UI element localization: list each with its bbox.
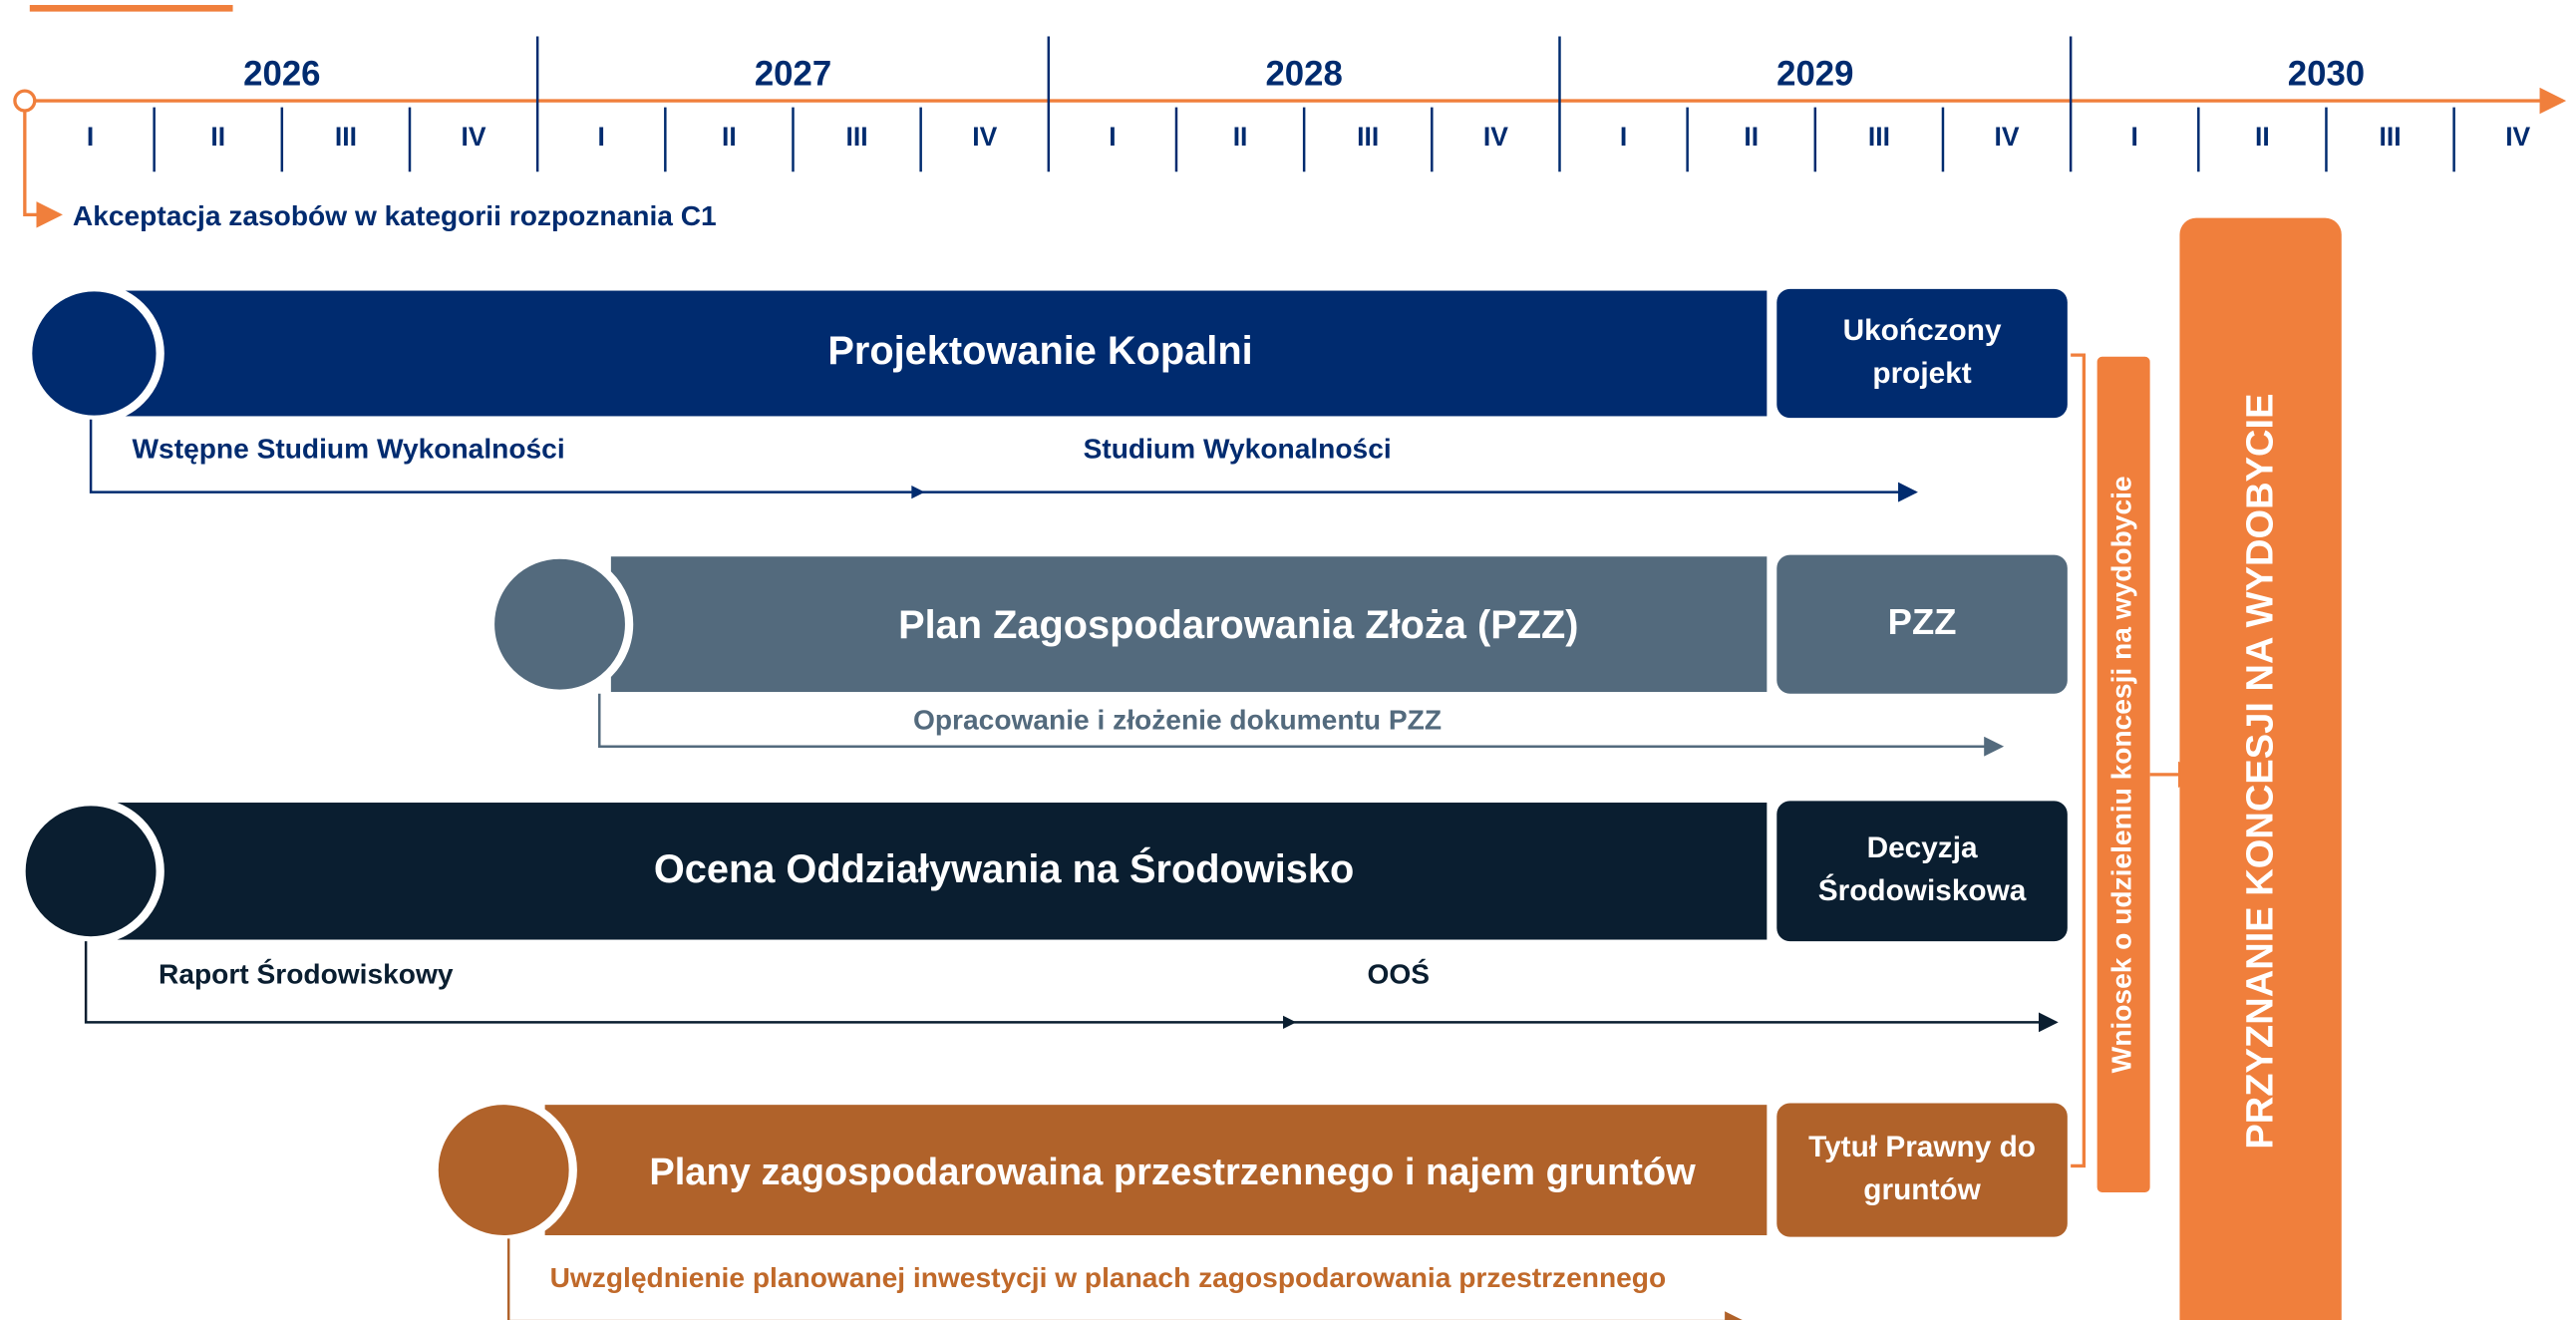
quarter-label: IV [1483, 122, 1508, 152]
year-label: 2026 [243, 55, 320, 93]
quarter-label: IV [462, 122, 486, 152]
result-box [1776, 288, 2068, 419]
year-label: 2027 [755, 55, 831, 93]
phase-title: Ocena Oddziaływania na Środowisko [654, 845, 1354, 891]
start-label: Akceptacja zasobów w kategorii rozpoznan… [73, 200, 717, 231]
phase-title: Plany zagospodarowaina przestrzennego i … [649, 1152, 1696, 1193]
step-label: Raport Środowiskowy [159, 958, 454, 989]
step-label: Uwzględnienie planowanej inwestycji w pl… [550, 1262, 1667, 1293]
grant-label: PRZYZNANIE KONCESJI NA WYDOBYCIE [2239, 394, 2281, 1150]
timeline-start [13, 89, 37, 113]
phase-bar [99, 803, 1768, 940]
step-label: OOŚ [1368, 958, 1431, 989]
result-label: Środowiskowa [1818, 873, 2027, 907]
quarter-label: II [210, 122, 225, 152]
result-label: PZZ [1888, 601, 1957, 642]
step-arrow [598, 693, 2005, 757]
quarter-label: III [335, 122, 357, 152]
quarter-label: I [1109, 122, 1116, 152]
grant-box [2179, 217, 2342, 1320]
quarter-label: III [1868, 122, 1890, 152]
start-arrow [23, 110, 63, 228]
phase-marker [485, 550, 634, 698]
result-box [1776, 801, 2068, 942]
step-arrow [89, 419, 1918, 502]
step-arrow [506, 1238, 1745, 1320]
quarter-label: II [1233, 122, 1248, 152]
step-arrowhead [1283, 1015, 1297, 1029]
year-label: 2030 [2288, 55, 2365, 93]
step-label: Studium Wykonalności [1084, 434, 1392, 465]
result-box [1776, 1103, 2068, 1237]
result-label: projekt [1872, 357, 1971, 390]
quarter-label: I [87, 122, 94, 152]
quarter-label: III [1357, 122, 1379, 152]
step-label: Opracowanie i złożenie dokumentu PZZ [913, 704, 1442, 735]
phase-title: Plan Zagospodarowania Złoża (PZZ) [898, 603, 1578, 647]
phase-bar [544, 1105, 1768, 1236]
year-label: 2028 [1265, 55, 1342, 93]
quarter-label: III [2380, 122, 2402, 152]
quarter-label: I [598, 122, 605, 152]
quarter-label: I [2131, 122, 2138, 152]
phase-marker [430, 1096, 577, 1244]
result-label: gruntów [1863, 1173, 1981, 1206]
phase-marker [24, 283, 164, 424]
phase-marker [17, 798, 164, 945]
application-label: Wniosek o udzieleniu koncesji na wydobyc… [2106, 476, 2137, 1073]
quarter-label: II [2255, 122, 2270, 152]
quarter-label: IV [972, 122, 997, 152]
step-arrow [84, 941, 2059, 1033]
quarter-label: IV [1995, 122, 2020, 152]
result-label: Decyzja [1867, 831, 1978, 864]
phase-bar [610, 556, 1768, 693]
result-label: Tytuł Prawny do [1808, 1131, 2036, 1163]
accent-bar [29, 4, 233, 12]
phase-bar [99, 290, 1768, 417]
quarter-label: I [1620, 122, 1627, 152]
step-label: Wstępne Studium Wykonalności [133, 434, 565, 465]
result-box [1776, 554, 2068, 694]
result-label: Ukończony [1843, 314, 2002, 347]
step-arrowhead [911, 486, 925, 499]
quarter-label: IV [2505, 122, 2530, 152]
phase-title: Projektowanie Kopalni [827, 329, 1252, 373]
quarter-label: III [846, 122, 868, 152]
bracket [2071, 353, 2087, 1168]
year-label: 2029 [1776, 55, 1853, 93]
application-box [2096, 356, 2150, 1192]
quarter-label: II [722, 122, 737, 152]
quarter-label: II [1744, 122, 1759, 152]
